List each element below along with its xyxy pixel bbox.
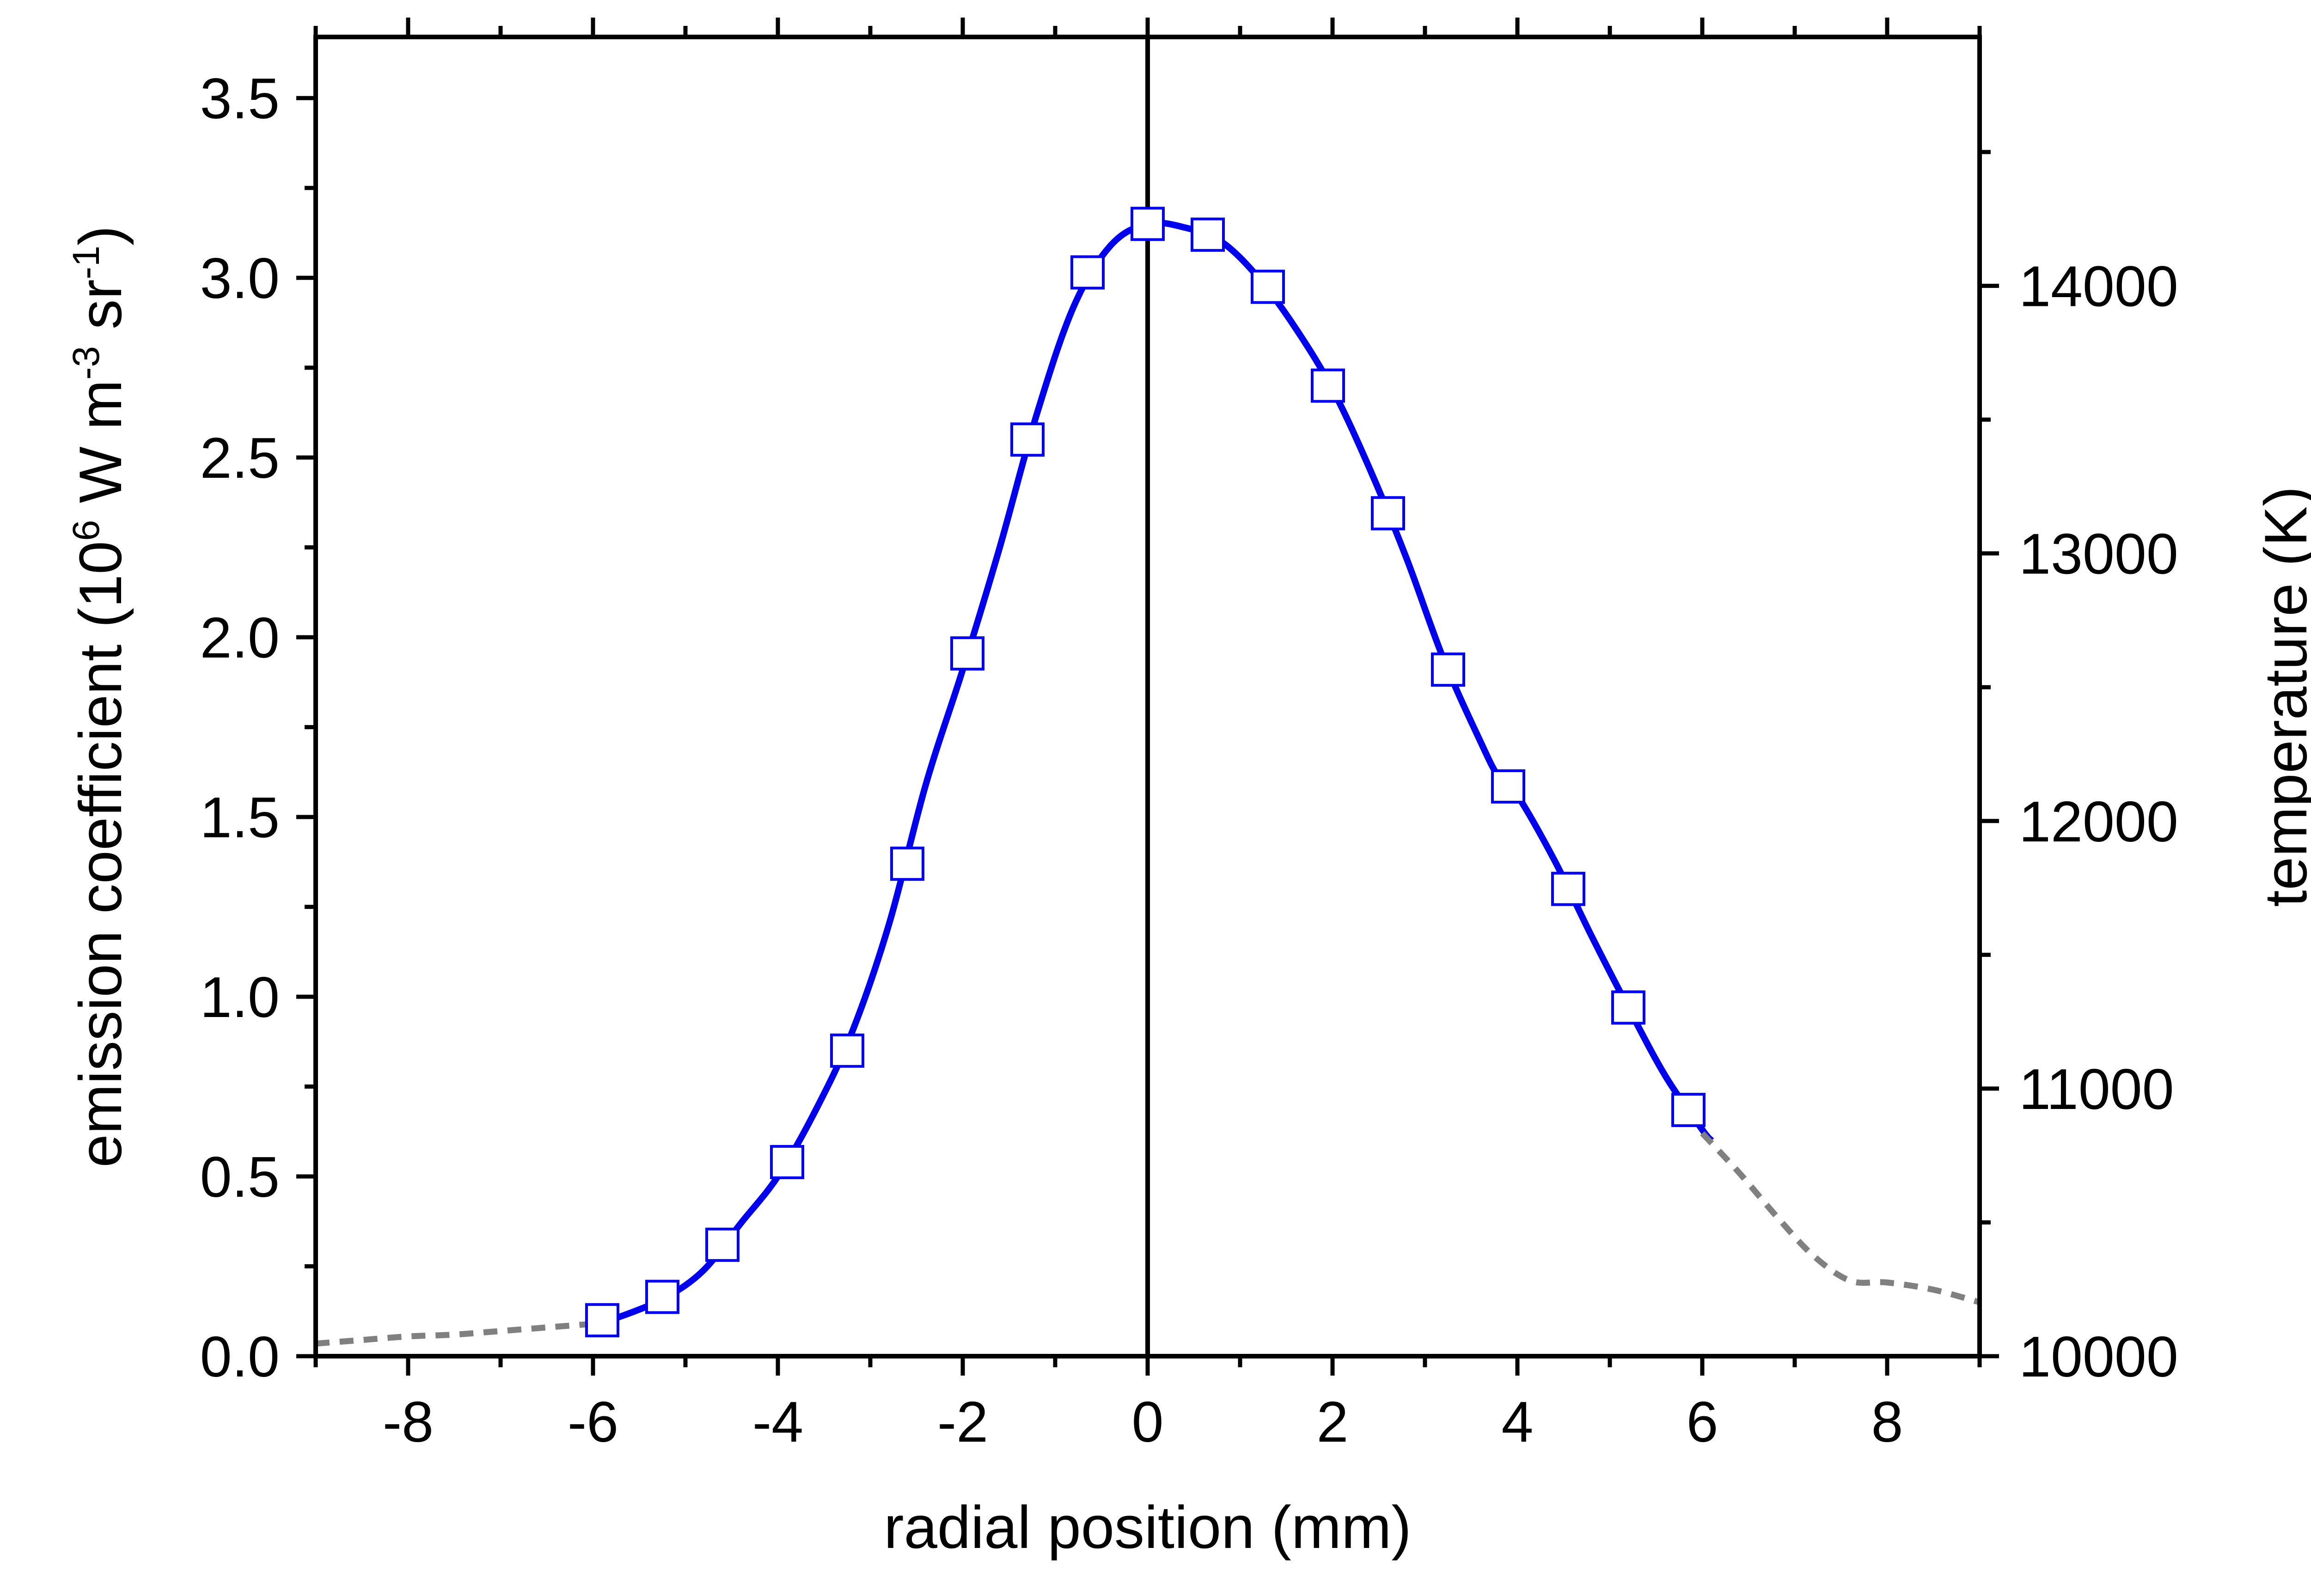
x-tick-label: -2 bbox=[937, 1390, 988, 1454]
y2-tick-label: 14000 bbox=[2019, 255, 2178, 319]
data-point-square bbox=[770, 1145, 804, 1179]
data-point-square bbox=[1131, 207, 1165, 241]
y2-tick-label: 10000 bbox=[2019, 1325, 2178, 1389]
y-axis-title-part: emission coefficient (10 bbox=[67, 541, 134, 1168]
y-tick-label: 1.5 bbox=[200, 786, 280, 850]
extrapolated-dashed-line bbox=[315, 1321, 593, 1347]
y-tick-label: 3.5 bbox=[200, 67, 280, 131]
x-tick-label: 6 bbox=[1687, 1390, 1718, 1454]
y2-tick-label: 11000 bbox=[2019, 1058, 2174, 1121]
data-point-square bbox=[1491, 769, 1525, 804]
x-tick-label: 0 bbox=[1132, 1390, 1164, 1454]
data-point-square bbox=[1311, 368, 1345, 403]
y-axis-title-part: sr bbox=[67, 279, 134, 346]
emission-curve-line bbox=[592, 219, 1714, 1329]
data-point-square bbox=[1191, 217, 1225, 252]
data-point-square bbox=[950, 636, 984, 671]
x-axis-title: radial position (mm) bbox=[884, 1493, 1411, 1561]
data-point-square bbox=[1070, 255, 1105, 290]
x-tick-label: 4 bbox=[1502, 1390, 1534, 1454]
x-tick-label: -4 bbox=[752, 1390, 803, 1454]
y-tick-label: 3.0 bbox=[200, 247, 280, 311]
data-point-square bbox=[705, 1227, 740, 1262]
extrapolated-dashed-line bbox=[1700, 1131, 1981, 1305]
data-point-square bbox=[1251, 269, 1285, 304]
y-axis-title: emission coefficient (106 W m-3 sr-1) bbox=[65, 225, 134, 1167]
data-point-square bbox=[1431, 652, 1465, 687]
ticks-layer: -8 -6 -4 -2 0 2 4 6 8 0.0 0.5 1.0 1.5 2.0 2.5 3.0 3.5 100… bbox=[200, 18, 2178, 1454]
data-point-square bbox=[1671, 1093, 1706, 1127]
y-tick-label: 2.0 bbox=[200, 606, 280, 670]
y2-axis-title: temperature (K) bbox=[2252, 486, 2311, 907]
x-tick-label: -8 bbox=[383, 1390, 434, 1454]
y-axis-title-part: ) bbox=[67, 225, 134, 245]
y-axis-title-superscript: 6 bbox=[65, 520, 107, 541]
marker-layer bbox=[585, 207, 1706, 1338]
data-point-square bbox=[585, 1303, 619, 1338]
y-tick-label: 0.0 bbox=[200, 1325, 280, 1389]
y-axis-title-superscript: -1 bbox=[65, 246, 107, 280]
y-tick-label: 0.5 bbox=[200, 1145, 280, 1209]
x-tick-label: 2 bbox=[1317, 1390, 1349, 1454]
data-point-square bbox=[890, 847, 924, 881]
y-axis-title-part: W m bbox=[67, 380, 134, 520]
data-point-square bbox=[1371, 496, 1405, 530]
y2-tick-label: 13000 bbox=[2019, 523, 2178, 586]
x-tick-label: 8 bbox=[1871, 1390, 1903, 1454]
y-tick-label: 2.5 bbox=[200, 426, 280, 490]
data-point-square bbox=[830, 1033, 864, 1068]
data-point-square bbox=[1611, 990, 1645, 1025]
labels-layer: radial position (mm) emission coefficien… bbox=[65, 225, 2311, 1561]
x-tick-label: -6 bbox=[568, 1390, 618, 1454]
y-axis-title-superscript: -3 bbox=[65, 346, 107, 380]
y-tick-label: 1.0 bbox=[200, 966, 280, 1029]
data-point-square bbox=[1551, 871, 1585, 906]
data-point-square bbox=[645, 1279, 679, 1314]
y2-tick-label: 12000 bbox=[2019, 790, 2178, 854]
data-point-square bbox=[1010, 422, 1045, 457]
